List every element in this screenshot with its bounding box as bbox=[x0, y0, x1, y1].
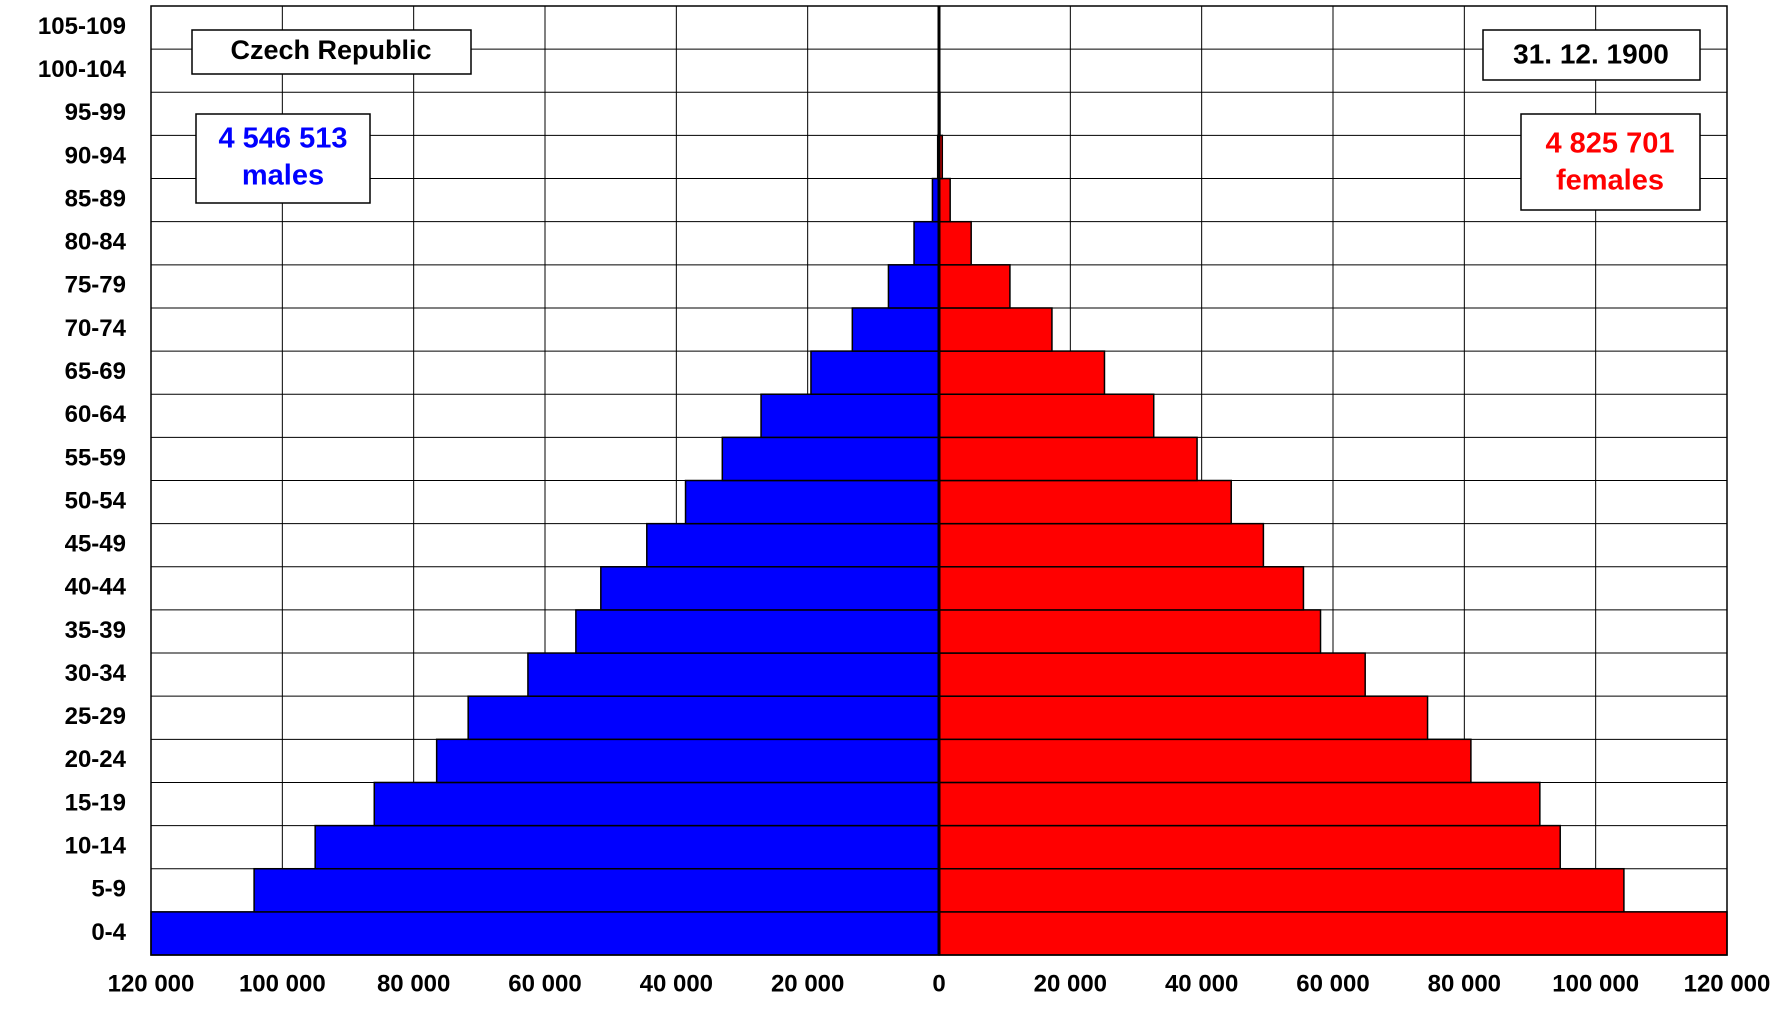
y-tick-label: 15-19 bbox=[65, 789, 126, 816]
bar bbox=[373, 781, 940, 827]
x-tick-label: 60 000 bbox=[1296, 970, 1369, 997]
y-tick-label: 30-34 bbox=[65, 660, 127, 687]
x-tick-label: 120 000 bbox=[108, 970, 195, 997]
bar bbox=[938, 307, 1053, 352]
bar bbox=[527, 652, 940, 697]
y-tick-label: 5-9 bbox=[91, 876, 126, 903]
y-tick-label: 50-54 bbox=[65, 487, 127, 514]
y-tick-label: 85-89 bbox=[65, 185, 126, 212]
y-tick-label: 95-99 bbox=[65, 99, 126, 126]
y-tick-label: 0-4 bbox=[91, 919, 126, 946]
bar bbox=[938, 436, 1198, 482]
bar bbox=[938, 264, 1011, 309]
x-tick-label: 20 000 bbox=[1034, 970, 1107, 997]
y-tick-label: 10-14 bbox=[65, 833, 127, 860]
males-total: 4 546 513 bbox=[218, 123, 347, 155]
y-tick-label: 80-84 bbox=[65, 229, 127, 256]
bar bbox=[938, 609, 1322, 654]
y-tick-label: 75-79 bbox=[65, 272, 126, 299]
bar bbox=[600, 566, 940, 611]
bar bbox=[938, 393, 1155, 439]
females-box bbox=[1520, 113, 1701, 211]
bar bbox=[851, 307, 940, 352]
y-tick-label: 70-74 bbox=[65, 315, 127, 342]
title-box bbox=[191, 29, 472, 75]
x-tick-label: 40 000 bbox=[1165, 970, 1238, 997]
bar bbox=[467, 695, 940, 741]
bar bbox=[684, 479, 940, 525]
plot-frame bbox=[150, 5, 1728, 956]
bar bbox=[938, 479, 1232, 525]
y-tick-label: 60-64 bbox=[65, 401, 127, 428]
y-tick-label: 55-59 bbox=[65, 444, 126, 471]
x-tick-label: 100 000 bbox=[239, 970, 326, 997]
bar bbox=[913, 220, 940, 266]
y-tick-label: 105-109 bbox=[38, 13, 126, 40]
bar bbox=[938, 695, 1429, 741]
chart-title: Czech Republic bbox=[230, 35, 431, 65]
males-label: males bbox=[242, 160, 324, 192]
plot: 120 000 100 000 80 000 60 000 40 000 20 000 0 2… bbox=[38, 5, 1771, 997]
bar bbox=[721, 436, 940, 482]
y-tick-label: 90-94 bbox=[65, 142, 127, 169]
bar bbox=[150, 911, 940, 956]
x-tick-label: 80 000 bbox=[1428, 970, 1501, 997]
bar bbox=[938, 220, 972, 266]
bar bbox=[938, 177, 951, 223]
date: 31. 12. 1900 bbox=[1513, 38, 1669, 69]
bar bbox=[938, 350, 1106, 395]
bar bbox=[938, 566, 1305, 611]
bar bbox=[938, 738, 1472, 784]
bar bbox=[253, 867, 940, 913]
x-tick-label: 80 000 bbox=[377, 970, 450, 997]
bar bbox=[314, 824, 940, 870]
y-tick-label: 25-29 bbox=[65, 703, 126, 730]
bar bbox=[938, 867, 1625, 913]
y-tick-label: 65-69 bbox=[65, 358, 126, 385]
bar bbox=[938, 824, 1561, 870]
bar bbox=[435, 738, 940, 784]
bar bbox=[646, 522, 940, 568]
y-tick-label: 45-49 bbox=[65, 531, 126, 558]
x-tick-label: 40 000 bbox=[640, 970, 713, 997]
x-tick-label: 0 bbox=[932, 970, 945, 997]
bar bbox=[938, 781, 1541, 827]
y-tick-label: 35-39 bbox=[65, 617, 126, 644]
bar bbox=[938, 522, 1265, 568]
females-label: females bbox=[1556, 165, 1664, 197]
bar bbox=[575, 609, 940, 654]
bar bbox=[810, 350, 940, 395]
bar bbox=[938, 911, 1728, 956]
x-tick-label: 20 000 bbox=[771, 970, 844, 997]
x-tick-label: 120 000 bbox=[1684, 970, 1771, 997]
y-tick-label: 100-104 bbox=[38, 56, 127, 83]
males-box bbox=[195, 113, 371, 204]
females-total: 4 825 701 bbox=[1545, 128, 1674, 160]
date-box bbox=[1482, 29, 1701, 81]
x-tick-label: 60 000 bbox=[508, 970, 581, 997]
bar bbox=[938, 652, 1366, 697]
bar bbox=[887, 264, 940, 309]
y-tick-label: 40-44 bbox=[65, 574, 127, 601]
bar bbox=[760, 393, 940, 439]
x-tick-label: 100 000 bbox=[1552, 970, 1639, 997]
y-tick-label: 20-24 bbox=[65, 746, 127, 773]
